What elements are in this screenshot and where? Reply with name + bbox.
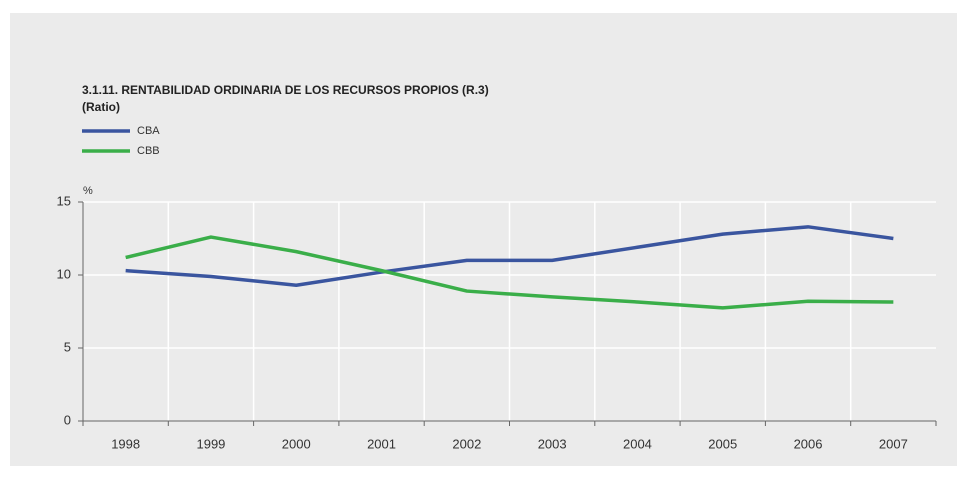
data-line: [125, 235, 894, 310]
y-tick-label: 5: [64, 339, 71, 354]
chart-subtitle: (Ratio): [82, 100, 120, 114]
x-tick-label: 2000: [282, 436, 311, 451]
x-tick-label: 2002: [452, 436, 481, 451]
x-tick-label: 2001: [367, 436, 396, 451]
legend-label: CBA: [137, 125, 160, 137]
x-tick-label: 2004: [623, 436, 652, 451]
legend-label: CBB: [137, 145, 160, 157]
x-tick-label: 1998: [111, 436, 140, 451]
x-tick-label: 2003: [538, 436, 567, 451]
x-tick-label: 2006: [794, 436, 823, 451]
y-tick-label: 10: [57, 266, 71, 281]
chart-title: 3.1.11. RENTABILIDAD ORDINARIA DE LOS RE…: [82, 83, 489, 97]
data-line: [125, 225, 894, 287]
x-tick-label: 1999: [196, 436, 225, 451]
y-tick-label: 15: [57, 193, 71, 208]
y-unit: %: [83, 185, 93, 197]
x-tick-label: 2007: [879, 436, 908, 451]
x-tick-label: 2005: [708, 436, 737, 451]
panel: [10, 13, 957, 466]
y-tick-label: 0: [64, 412, 71, 427]
